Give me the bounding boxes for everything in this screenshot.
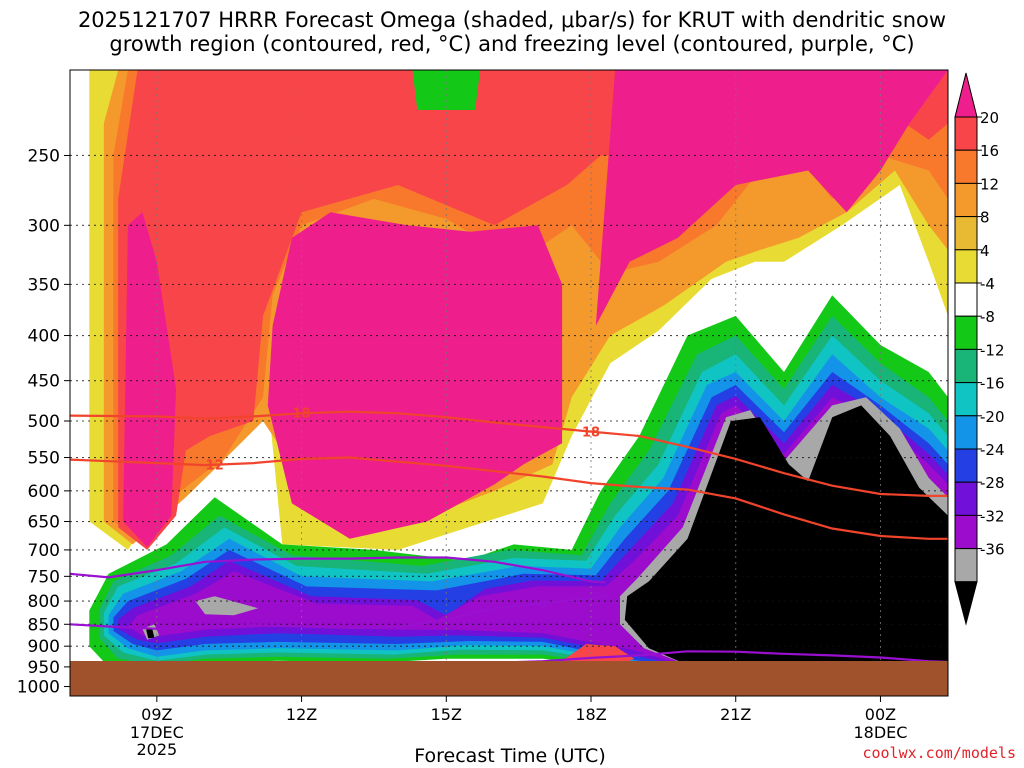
- y-axis: 2503003504004505005506006507007508008509…: [17, 146, 70, 698]
- colorbar-swatch-14: [954, 548, 978, 583]
- colorbar-label-2: 12: [980, 175, 999, 193]
- x-tick-label-00Z: 00Z: [865, 705, 896, 724]
- x-axis-title: Forecast Time (UTC): [414, 745, 606, 767]
- colorbar-bottom-triangle: [954, 581, 978, 626]
- colorbar-label-13: -36: [980, 541, 1005, 559]
- freezing-contour-0: [70, 556, 606, 584]
- dendritic-contour--18: [70, 410, 948, 497]
- colorbar-swatch-5: [954, 249, 978, 284]
- colorbar: 20 16 12 8 4 -4 -8 -12 -16 -20 -24 -28 -32 -36: [954, 72, 1005, 626]
- y-tick-label-600: 600: [28, 482, 60, 502]
- colorbar-swatch-13: [954, 514, 978, 550]
- dendritic-contour--12: [70, 456, 948, 540]
- colorbar-label-4: 4: [980, 242, 990, 260]
- x-tick-label-09Z: 09Z: [141, 705, 172, 724]
- x-tick-sublabel-2025: 2025: [136, 740, 177, 759]
- colorbar-swatch-12: [954, 481, 978, 516]
- shade-lt-neg36-left: [146, 627, 155, 639]
- plot-frame: [69, 69, 949, 697]
- x-tick-sublabel-18DEC: 18DEC: [853, 723, 907, 742]
- colorbar-label-0: 20: [980, 109, 999, 127]
- y-tick-label-350: 350: [28, 275, 60, 295]
- contour-label-0: 18: [293, 406, 311, 421]
- shade-16-20-aloft: [118, 70, 948, 550]
- ground-fill: [70, 661, 948, 696]
- y-tick-label-950: 950: [28, 658, 60, 678]
- y-tick-label-300: 300: [28, 216, 60, 236]
- x-tick-label-15Z: 15Z: [431, 705, 462, 724]
- colorbar-label-8: -16: [980, 375, 1005, 393]
- colorbar-swatch-6: [954, 282, 978, 317]
- y-tick-label-500: 500: [28, 412, 60, 432]
- contour-label-2: 12: [206, 458, 224, 473]
- colorbar-swatch-9: [954, 382, 978, 417]
- contour-labels: 18 18 12 0: [206, 406, 600, 612]
- y-tick-label-550: 550: [28, 449, 60, 469]
- colorbar-label-1: 16: [980, 142, 999, 160]
- colorbar-swatch-11: [954, 448, 978, 483]
- shade-lt-neg36: [624, 405, 948, 672]
- y-tick-label-900: 900: [28, 637, 60, 657]
- y-tick-label-1000: 1000: [17, 678, 60, 698]
- omega-shading: [89, 70, 948, 672]
- colorbar-swatch-4: [954, 216, 978, 251]
- colorbar-swatch-3: [954, 182, 978, 218]
- colorbar-label-5: -4: [980, 275, 995, 293]
- y-tick-label-850: 850: [28, 615, 60, 635]
- shade-ge20-upper-right: [595, 70, 948, 326]
- colorbar-label-12: -32: [980, 507, 1005, 525]
- colorbar-label-3: 8: [980, 209, 990, 227]
- shade-neg36-neg32: [195, 596, 259, 616]
- colorbar-swatch-8: [954, 348, 978, 384]
- colorbar-label-9: -20: [980, 408, 1005, 426]
- colorbar-swatch-2: [954, 149, 978, 184]
- site-credit: coolwx.com/models: [862, 744, 1016, 762]
- colorbar-label-11: -28: [980, 474, 1005, 492]
- contour-label-1: 18: [582, 426, 600, 441]
- colorbar-swatch-1: [954, 116, 978, 151]
- x-tick-label-12Z: 12Z: [286, 705, 317, 724]
- x-tick-label-21Z: 21Z: [720, 705, 751, 724]
- y-tick-label-700: 700: [28, 541, 60, 561]
- colorbar-label-6: -8: [980, 308, 995, 326]
- y-tick-label-800: 800: [28, 592, 60, 612]
- colorbar-swatch-7: [954, 315, 978, 350]
- contour-label-3: 0: [538, 597, 547, 612]
- x-tick-sublabel-17DEC: 17DEC: [130, 723, 184, 742]
- y-tick-label-750: 750: [28, 567, 60, 587]
- y-tick-label-400: 400: [28, 327, 60, 347]
- freezing-contour-1: [70, 595, 611, 630]
- colorbar-swatch-10: [954, 415, 978, 450]
- colorbar-top-triangle: [954, 72, 978, 118]
- colorbar-label-7: -12: [980, 341, 1005, 359]
- y-tick-label-650: 650: [28, 513, 60, 533]
- chart-title-line2: growth region (contoured, red, °C) and f…: [109, 32, 915, 56]
- colorbar-label-10: -24: [980, 441, 1005, 459]
- x-tick-label-18Z: 18Z: [575, 705, 606, 724]
- y-tick-label-250: 250: [28, 146, 60, 166]
- y-tick-label-450: 450: [28, 372, 60, 392]
- chart-title-line1: 2025121707 HRRR Forecast Omega (shaded, …: [77, 8, 947, 32]
